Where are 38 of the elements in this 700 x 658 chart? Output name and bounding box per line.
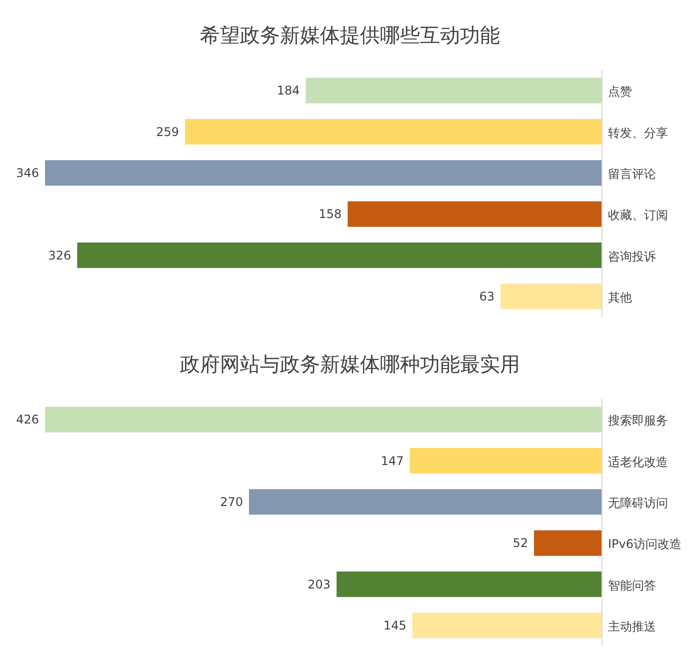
y-tick-label: 适老化改造 bbox=[608, 454, 668, 469]
y-tick-label: 留言评论 bbox=[608, 166, 656, 181]
bar bbox=[306, 78, 602, 104]
chart-title: 希望政务新媒体提供哪些互动功能 bbox=[200, 23, 500, 47]
bar bbox=[500, 284, 602, 310]
bar bbox=[45, 406, 602, 432]
y-tick-label: 智能问答 bbox=[608, 578, 656, 592]
bar bbox=[534, 530, 602, 556]
bar bbox=[412, 612, 602, 638]
data-label: 145 bbox=[384, 618, 406, 632]
y-tick-label: 点赞 bbox=[608, 84, 632, 99]
data-label: 270 bbox=[220, 494, 243, 509]
bar bbox=[348, 201, 602, 227]
bar bbox=[45, 160, 602, 186]
y-tick-label: 其他 bbox=[608, 290, 632, 304]
bar bbox=[77, 242, 602, 268]
y-tick-label: 收藏、订阅 bbox=[608, 208, 668, 222]
data-label: 426 bbox=[16, 412, 39, 427]
y-tick-label: 转发、分享 bbox=[608, 126, 668, 140]
y-tick-label: 搜索即服务 bbox=[608, 414, 668, 428]
y-tick-label: 主动推送 bbox=[608, 619, 656, 634]
bar bbox=[410, 448, 602, 474]
data-label: 326 bbox=[48, 248, 72, 262]
data-label: 147 bbox=[380, 454, 404, 468]
data-label: 203 bbox=[308, 577, 331, 592]
bar bbox=[336, 571, 602, 598]
chart-title: 政府网站与政务新媒体哪种功能最实用 bbox=[180, 352, 520, 376]
data-label: 63 bbox=[479, 289, 495, 304]
data-label: 259 bbox=[156, 124, 180, 139]
y-tick-label: 无障碍访问 bbox=[608, 496, 668, 510]
data-label: 346 bbox=[16, 166, 39, 180]
y-tick-label: 咨询投诉 bbox=[608, 249, 656, 264]
data-label: 158 bbox=[318, 207, 342, 222]
y-tick-label: IPv6访问改造 bbox=[608, 537, 682, 552]
data-label: 52 bbox=[512, 536, 528, 550]
data-label: 184 bbox=[276, 84, 300, 98]
bar bbox=[185, 118, 602, 145]
bar bbox=[248, 489, 602, 515]
